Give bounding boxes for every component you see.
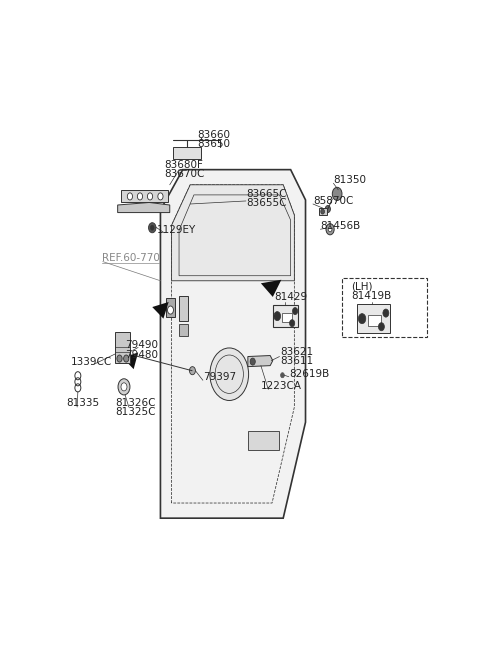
Text: 83660: 83660 — [198, 131, 230, 140]
Bar — [115, 333, 130, 363]
Text: 85870C: 85870C — [313, 196, 353, 206]
Bar — [179, 323, 188, 337]
Circle shape — [289, 319, 295, 327]
Bar — [368, 315, 381, 326]
Circle shape — [328, 227, 332, 232]
Circle shape — [124, 355, 129, 362]
Bar — [357, 304, 390, 333]
Circle shape — [158, 193, 163, 200]
Text: 81456B: 81456B — [321, 221, 360, 232]
Circle shape — [325, 205, 330, 213]
Circle shape — [127, 193, 132, 200]
Text: 81335: 81335 — [67, 398, 100, 408]
Circle shape — [359, 314, 366, 323]
Text: 81419B: 81419B — [351, 291, 391, 301]
Bar — [173, 148, 202, 159]
Bar — [282, 313, 292, 322]
Text: 83680F: 83680F — [164, 159, 203, 170]
Circle shape — [274, 312, 281, 321]
Circle shape — [117, 355, 122, 362]
Text: 81429: 81429 — [274, 292, 307, 302]
Circle shape — [210, 348, 249, 400]
Bar — [319, 208, 327, 215]
Circle shape — [150, 225, 154, 230]
Bar — [179, 296, 188, 321]
Text: 83670C: 83670C — [164, 169, 204, 178]
Circle shape — [147, 193, 153, 200]
Text: 81350: 81350 — [334, 174, 366, 185]
Polygon shape — [152, 302, 168, 319]
Circle shape — [118, 379, 130, 395]
Text: 83650: 83650 — [198, 140, 230, 150]
Text: 1223CA: 1223CA — [261, 381, 302, 391]
Polygon shape — [248, 356, 273, 367]
Polygon shape — [172, 185, 294, 281]
Circle shape — [137, 193, 143, 200]
Text: 79480: 79480 — [125, 350, 158, 359]
Text: 83665C: 83665C — [246, 189, 287, 199]
Circle shape — [250, 358, 255, 365]
Circle shape — [383, 309, 389, 317]
Text: 79490: 79490 — [125, 340, 158, 350]
Circle shape — [168, 306, 173, 314]
Text: REF.60-770: REF.60-770 — [102, 253, 160, 262]
Polygon shape — [118, 203, 170, 213]
Circle shape — [326, 224, 334, 235]
Bar — [273, 305, 298, 327]
Circle shape — [281, 373, 284, 378]
Bar — [166, 298, 175, 317]
Text: (LH): (LH) — [351, 282, 372, 292]
Circle shape — [332, 188, 342, 201]
Circle shape — [148, 222, 156, 233]
Circle shape — [321, 209, 324, 214]
Text: 83611: 83611 — [280, 356, 313, 365]
Polygon shape — [122, 352, 138, 369]
Circle shape — [190, 367, 195, 375]
Circle shape — [121, 383, 127, 391]
Text: 79397: 79397 — [203, 372, 236, 382]
Bar — [342, 277, 427, 337]
Text: 83621: 83621 — [280, 346, 313, 357]
Bar — [248, 431, 279, 450]
Circle shape — [378, 323, 384, 331]
Text: 81326C: 81326C — [115, 398, 156, 408]
Text: 81325C: 81325C — [115, 407, 156, 417]
Polygon shape — [160, 170, 305, 518]
Bar — [121, 190, 168, 203]
Text: 1129EY: 1129EY — [156, 225, 196, 236]
Text: 83655C: 83655C — [246, 198, 287, 208]
Text: 82619B: 82619B — [289, 369, 329, 379]
Text: 1339CC: 1339CC — [71, 357, 112, 367]
Polygon shape — [261, 279, 281, 297]
Circle shape — [292, 308, 298, 315]
